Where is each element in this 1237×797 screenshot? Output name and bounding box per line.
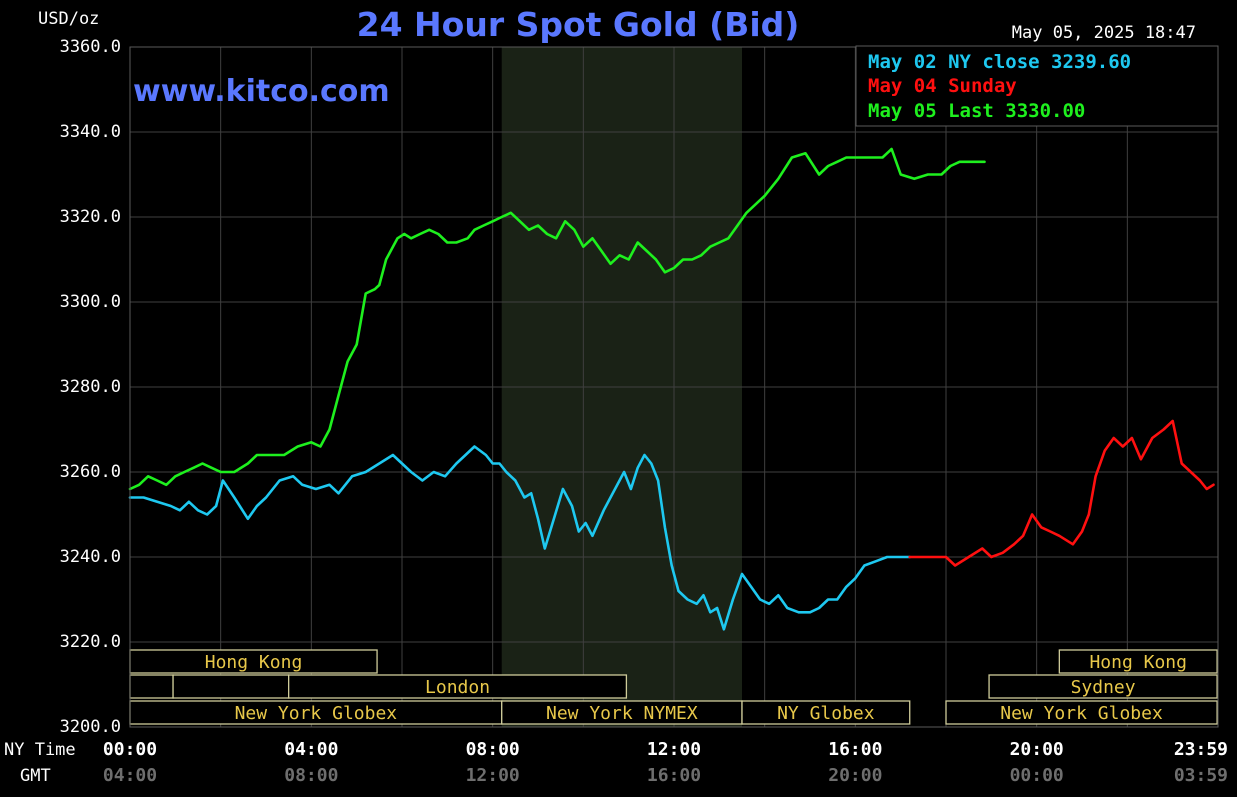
plot-frame bbox=[129, 46, 1219, 728]
gmt-tick-label: 00:00 bbox=[1010, 765, 1064, 786]
y-tick-label: 3320.0 bbox=[60, 207, 121, 227]
session-label: Hong Kong bbox=[205, 652, 303, 673]
ny-time-tick-label: 23:59 bbox=[1174, 739, 1228, 760]
session-label: New York Globex bbox=[235, 703, 398, 724]
chart-title: 24 Hour Spot Gold (Bid) bbox=[357, 5, 800, 44]
session-box bbox=[129, 674, 174, 699]
session-label: NY Globex bbox=[777, 703, 875, 724]
ny-time-axis-label: NY Time bbox=[4, 740, 76, 760]
ny-time-tick-label: 16:00 bbox=[828, 739, 882, 760]
session-label: New York Globex bbox=[1000, 703, 1163, 724]
session-box bbox=[172, 674, 290, 699]
trading-sessions: Hong Kong Hong Kong London Sydney New York G… bbox=[129, 649, 1218, 725]
grid bbox=[129, 46, 1219, 728]
gmt-axis-label: GMT bbox=[20, 766, 51, 786]
y-tick-label: 3240.0 bbox=[60, 547, 121, 567]
session-label: London bbox=[425, 677, 490, 698]
x-axis-ticks: 00:00 04:00 08:00 12:00 16:00 20:00 23:59 04:00… bbox=[103, 739, 1228, 786]
legend-entry-last: May 05 Last 3330.00 bbox=[868, 100, 1085, 122]
ny-time-tick-label: 00:00 bbox=[103, 739, 157, 760]
y-tick-label: 3340.0 bbox=[60, 122, 121, 142]
price-series bbox=[128, 147, 1215, 631]
y-tick-label: 3360.0 bbox=[60, 37, 121, 57]
session-box bbox=[741, 700, 911, 725]
legend-entry-sunday: May 04 Sunday bbox=[868, 75, 1017, 97]
session-box bbox=[288, 674, 628, 699]
session-box bbox=[1058, 649, 1218, 674]
gmt-tick-label: 03:59 bbox=[1174, 765, 1228, 786]
legend-entry-ny-close: May 02 NY close 3239.60 bbox=[868, 51, 1131, 73]
website-label: www.kitco.com bbox=[133, 74, 390, 109]
session-label: Hong Kong bbox=[1089, 652, 1187, 673]
y-tick-label: 3220.0 bbox=[60, 632, 121, 652]
session-box bbox=[988, 674, 1218, 699]
y-tick-label: 3200.0 bbox=[60, 717, 121, 737]
gmt-tick-label: 04:00 bbox=[103, 765, 157, 786]
ny-time-tick-label: 08:00 bbox=[466, 739, 520, 760]
unit-label: USD/oz bbox=[38, 9, 99, 29]
ny-time-tick-label: 04:00 bbox=[284, 739, 338, 760]
gmt-tick-label: 08:00 bbox=[284, 765, 338, 786]
session-label: New York NYMEX bbox=[546, 703, 698, 724]
y-tick-label: 3300.0 bbox=[60, 292, 121, 312]
ny-time-tick-label: 20:00 bbox=[1010, 739, 1064, 760]
y-axis-ticks: 3360.0 3340.0 3320.0 3300.0 3280.0 3260.0 3240… bbox=[60, 37, 121, 737]
y-tick-label: 3260.0 bbox=[60, 462, 121, 482]
session-label: Sydney bbox=[1071, 677, 1136, 698]
y-tick-label: 3280.0 bbox=[60, 377, 121, 397]
gmt-tick-label: 20:00 bbox=[828, 765, 882, 786]
gmt-tick-label: 16:00 bbox=[647, 765, 701, 786]
legend: May 02 NY close 3239.60 May 04 Sunday Ma… bbox=[855, 45, 1219, 127]
session-box bbox=[945, 700, 1218, 725]
ny-time-tick-label: 12:00 bbox=[647, 739, 701, 760]
gmt-tick-label: 12:00 bbox=[466, 765, 520, 786]
series-line-0 bbox=[128, 445, 912, 631]
series-line-2 bbox=[128, 147, 986, 491]
legend-box bbox=[855, 45, 1219, 127]
series-line-1 bbox=[908, 419, 1215, 567]
timestamp: May 05, 2025 18:47 bbox=[1012, 23, 1196, 43]
